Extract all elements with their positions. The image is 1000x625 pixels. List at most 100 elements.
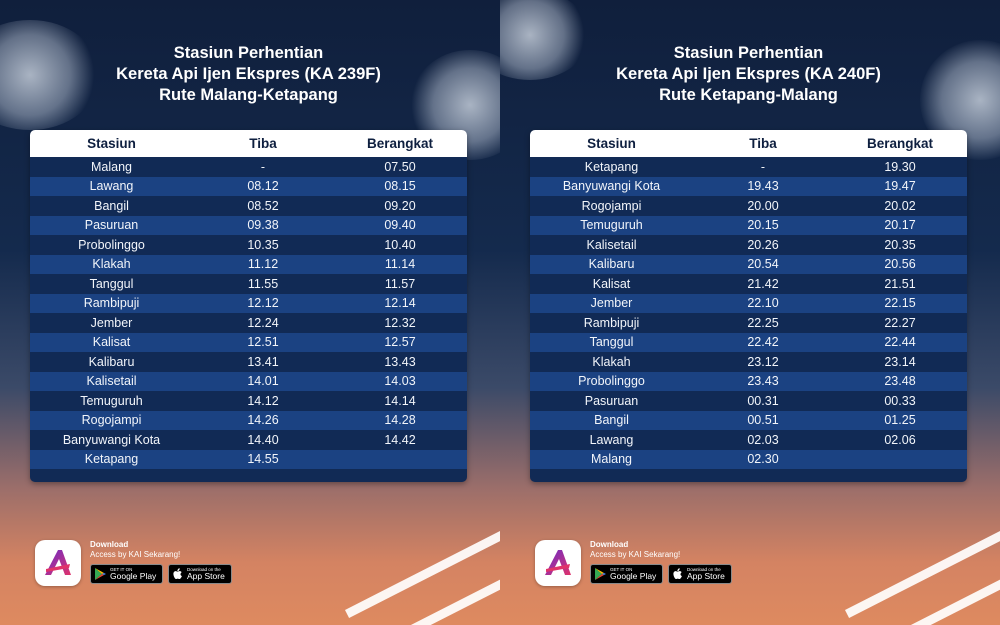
apple-icon	[673, 568, 682, 579]
table-row: Ketapang - 19.30	[530, 157, 967, 177]
arrival-cell: 23.12	[747, 354, 779, 369]
departure-cell: 21.51	[884, 276, 916, 291]
station-cell: Probolinggo	[578, 374, 645, 389]
table-row: Kalibaru 13.41 13.43	[30, 352, 467, 372]
table-row: Malang 02.30	[530, 449, 967, 469]
google-play-text: Google Play	[110, 571, 157, 581]
station-cell: Bangil	[94, 198, 129, 213]
google-play-text: Google Play	[610, 571, 657, 581]
station-cell: Klakah	[92, 257, 131, 272]
access-by-kai-app-icon[interactable]	[535, 540, 581, 586]
departure-cell: 20.02	[884, 198, 916, 213]
table-row: Rambipuji 12.12 12.14	[30, 293, 467, 313]
google-play-small-text: GET IT ON	[110, 567, 133, 572]
station-cell: Kalisetail	[86, 374, 137, 389]
departure-cell: 02.06	[884, 432, 916, 447]
station-cell: Banyuwangi Kota	[562, 179, 661, 194]
arrival-cell: 02.03	[747, 432, 779, 447]
table-row: Rambipuji 22.25 22.27	[530, 313, 967, 333]
download-label: Download	[590, 540, 629, 549]
arrival-cell: 22.42	[747, 335, 779, 350]
table-row: Pasuruan 09.38 09.40	[30, 215, 467, 235]
column-header-arrival: Tiba	[249, 136, 277, 151]
station-cell: Tanggul	[89, 276, 134, 291]
departure-cell: 14.28	[384, 413, 416, 428]
departure-cell: 22.27	[884, 315, 916, 330]
table-row: Pasuruan 00.31 00.33	[530, 391, 967, 411]
table-body: Malang - 07.50 Lawang 08.12 08.15 Bangil 08.5…	[30, 157, 467, 469]
arrival-cell: 13.41	[247, 354, 279, 369]
track-stripe-decoration	[345, 519, 500, 619]
access-label: Access by KAI Sekarang!	[590, 550, 681, 559]
table-row: Probolinggo 10.35 10.40	[30, 235, 467, 255]
table-row: Banyuwangi Kota 14.40 14.42	[30, 430, 467, 450]
title-line: Stasiun Perhentian	[173, 44, 324, 62]
google-play-icon	[595, 568, 606, 580]
table-row: Kalibaru 20.54 20.56	[530, 254, 967, 274]
arrival-cell: 11.55	[247, 276, 279, 291]
app-store-small-text: Download on the	[687, 567, 721, 572]
arrival-cell: 19.43	[747, 179, 779, 194]
title-line: Kereta Api Ijen Ekspres (KA 240F)	[616, 65, 881, 83]
arrival-cell: 23.43	[747, 374, 779, 389]
station-cell: Jember	[90, 315, 133, 330]
departure-cell: 22.44	[884, 335, 916, 350]
table-row: Kalisetail 20.26 20.35	[530, 235, 967, 255]
departure-cell: 08.15	[384, 179, 416, 194]
arrival-cell: 08.12	[247, 179, 279, 194]
table-row: Kalisat 12.51 12.57	[30, 332, 467, 352]
arrival-cell: 22.25	[747, 315, 779, 330]
arrival-cell: 14.26	[247, 413, 279, 428]
departure-cell: 23.14	[884, 354, 916, 369]
departure-cell: 00.33	[884, 393, 916, 408]
station-cell: Ketapang	[584, 159, 639, 174]
app-store-text: App Store	[187, 571, 225, 581]
table-row: Temuguruh 20.15 20.17	[530, 215, 967, 235]
track-stripe-decoration	[845, 519, 1000, 619]
panel-title: Stasiun Perhentian Kereta Api Ijen Ekspr…	[530, 43, 967, 106]
google-play-badge[interactable]: GET IT ON Google Play	[90, 564, 163, 584]
arrival-cell: 14.40	[247, 432, 279, 447]
table-row: Bangil 00.51 01.25	[530, 410, 967, 430]
table-row: Rogojampi 14.26 14.28	[30, 410, 467, 430]
app-store-badge[interactable]: Download on the App Store	[668, 564, 732, 584]
arrival-cell: 14.12	[247, 393, 279, 408]
station-cell: Probolinggo	[78, 237, 145, 252]
schedule-table: Stasiun Tiba Berangkat Malang - 07.50 Lawa…	[30, 130, 467, 482]
station-cell: Kalibaru	[88, 354, 135, 369]
arrival-cell: 02.30	[747, 452, 779, 467]
column-header-departure: Berangkat	[366, 136, 434, 151]
app-promo: Download Access by KAI Sekarang! GET IT …	[535, 540, 835, 590]
station-cell: Pasuruan	[84, 218, 139, 233]
title-line: Rute Malang-Ketapang	[159, 86, 338, 104]
table-row: Ketapang 14.55	[30, 449, 467, 469]
panel-title: Stasiun Perhentian Kereta Api Ijen Ekspr…	[30, 43, 467, 106]
departure-cell: 20.35	[884, 237, 916, 252]
station-cell: Kalisat	[92, 335, 131, 350]
app-store-small-text: Download on the	[187, 567, 221, 572]
station-cell: Rambipuji	[83, 296, 140, 311]
arrival-cell: 12.51	[247, 335, 279, 350]
station-cell: Pasuruan	[584, 393, 639, 408]
departure-cell: 14.03	[384, 374, 416, 389]
station-cell: Klakah	[592, 354, 631, 369]
station-cell: Temuguruh	[80, 393, 143, 408]
access-by-kai-app-icon[interactable]	[35, 540, 81, 586]
departure-cell: 01.25	[884, 413, 916, 428]
departure-cell: 12.32	[384, 315, 416, 330]
arrival-cell: 08.52	[247, 198, 279, 213]
departure-cell: 09.20	[384, 198, 416, 213]
arrival-cell: 11.12	[247, 257, 279, 272]
station-cell: Tanggul	[589, 335, 634, 350]
arrival-cell: 09.38	[247, 218, 279, 233]
table-body: Ketapang - 19.30 Banyuwangi Kota 19.43 19.47…	[530, 157, 967, 469]
arrival-cell: 14.55	[247, 452, 279, 467]
app-store-badge[interactable]: Download on the App Store	[168, 564, 232, 584]
departure-cell: 10.40	[384, 237, 416, 252]
title-line: Rute Ketapang-Malang	[659, 86, 838, 104]
google-play-badge[interactable]: GET IT ON Google Play	[590, 564, 663, 584]
station-cell: Rogojampi	[81, 413, 142, 428]
track-stripe-decoration	[405, 555, 500, 625]
arrival-cell: 10.35	[247, 237, 279, 252]
schedule-panel-239f: Stasiun Perhentian Kereta Api Ijen Ekspr…	[0, 0, 500, 625]
